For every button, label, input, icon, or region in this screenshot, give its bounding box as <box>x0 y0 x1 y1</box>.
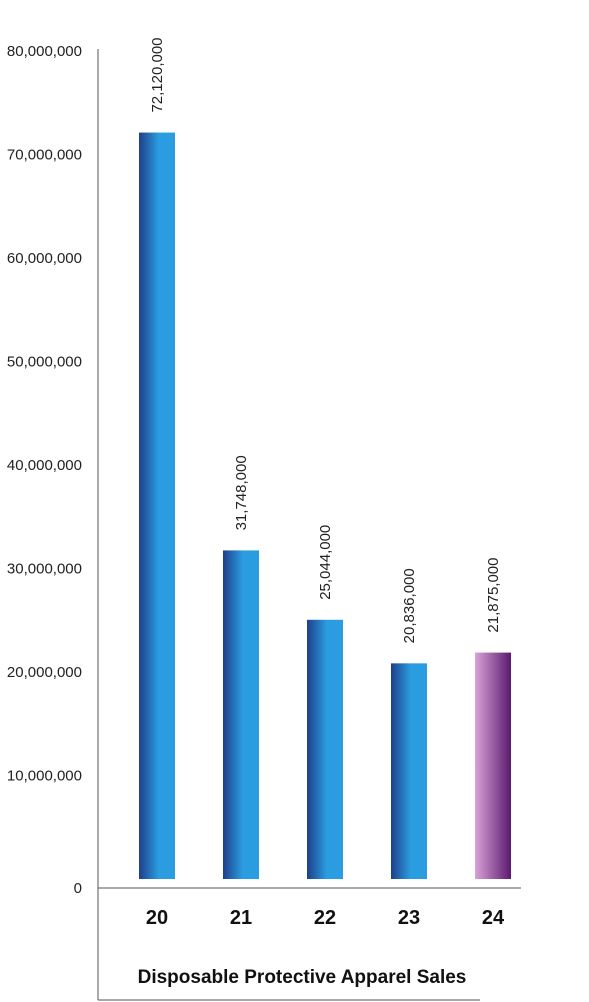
x-axis-title: Disposable Protective Apparel Sales <box>138 967 467 988</box>
data-label-22: 25,044,000 <box>317 525 334 600</box>
y-tick-label: 20,000,000 <box>7 664 82 681</box>
x-axis-categories: 20 21 22 23 24 <box>146 907 505 929</box>
y-tick-label: 50,000,000 <box>7 354 82 371</box>
bar-23 <box>391 663 427 879</box>
bar-22 <box>307 619 343 879</box>
y-tick-label: 60,000,000 <box>7 250 82 267</box>
data-label-24: 21,875,000 <box>485 558 502 633</box>
bar-24 <box>475 652 511 879</box>
y-tick-label: 80,000,000 <box>7 43 82 60</box>
y-axis-ticks: 0 10,000,000 20,000,000 30,000,000 40,000,00… <box>7 43 82 897</box>
category-label-22: 22 <box>314 907 336 929</box>
axes <box>97 49 521 1001</box>
bar-20 <box>139 132 175 880</box>
bars <box>139 132 511 880</box>
y-tick-label: 40,000,000 <box>7 457 82 474</box>
category-label-24: 24 <box>482 907 505 929</box>
data-label-23: 20,836,000 <box>401 568 418 643</box>
bar-21 <box>223 550 259 879</box>
category-label-20: 20 <box>146 907 168 929</box>
data-labels: 72,120,000 31,748,000 25,044,000 20,836,000… <box>149 37 502 643</box>
y-tick-label: 30,000,000 <box>7 561 82 578</box>
data-label-20: 72,120,000 <box>149 37 166 112</box>
category-label-21: 21 <box>230 907 252 929</box>
y-tick-label: 70,000,000 <box>7 147 82 164</box>
category-label-23: 23 <box>398 907 420 929</box>
data-label-21: 31,748,000 <box>233 455 250 530</box>
y-tick-label: 10,000,000 <box>7 768 82 785</box>
y-tick-label: 0 <box>74 880 82 897</box>
